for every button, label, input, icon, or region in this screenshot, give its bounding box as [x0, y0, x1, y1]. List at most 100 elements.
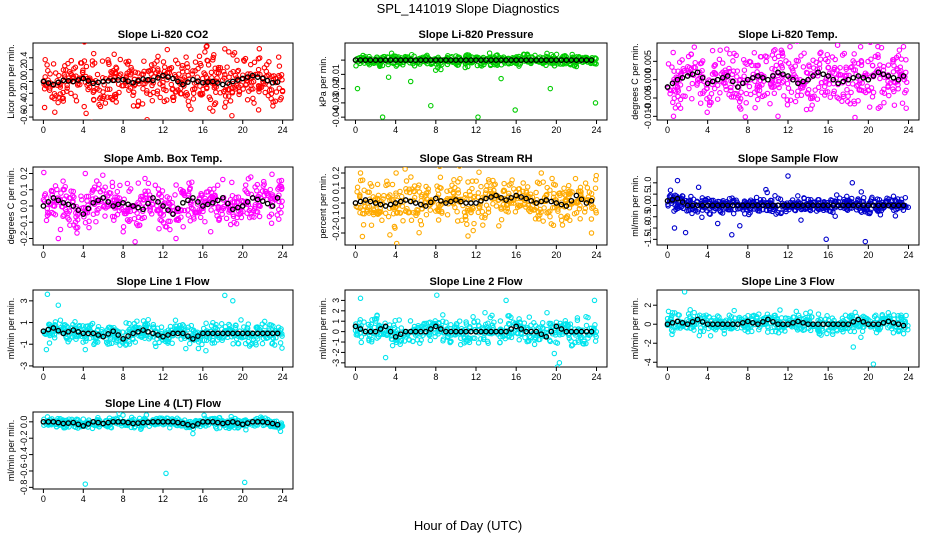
data-point [220, 205, 227, 212]
data-point [503, 202, 510, 209]
data-point [266, 213, 273, 220]
mean-point [274, 79, 281, 85]
data-point [515, 330, 521, 336]
outlier-point [475, 114, 481, 120]
outlier-point [512, 107, 518, 113]
data-point [235, 194, 242, 200]
data-point [586, 189, 593, 195]
mean-point [483, 195, 489, 202]
data-point [241, 324, 247, 330]
data-point [799, 85, 806, 91]
data-point [569, 342, 576, 348]
data-point [435, 201, 442, 208]
data-point [84, 198, 90, 204]
x-tick-label: 0 [41, 250, 46, 260]
y-tick-label: 0.1 [331, 182, 341, 195]
data-point [478, 183, 484, 190]
data-point [807, 309, 814, 315]
mean-point [200, 203, 206, 209]
data-point [792, 207, 799, 214]
data-point [526, 333, 533, 340]
y-tick-label: -0.02 [331, 78, 341, 99]
mean-point [422, 203, 429, 209]
mean-point [40, 78, 47, 85]
data-point [368, 222, 375, 228]
data-point [856, 80, 863, 86]
data-point [475, 340, 482, 346]
data-point [402, 167, 408, 172]
data-point [816, 61, 823, 67]
data-point [456, 318, 463, 324]
mean-point [195, 333, 201, 339]
data-point [60, 98, 67, 104]
data-point [824, 51, 831, 58]
y-tick-label: 0.2 [19, 167, 29, 180]
data-point [276, 178, 282, 184]
data-point [83, 335, 90, 342]
outlier-point [671, 225, 678, 231]
data-point [111, 91, 118, 98]
data-point [377, 63, 383, 70]
data-point [859, 328, 866, 335]
y-tick-label: -0.5 [643, 209, 653, 225]
mean-point [412, 200, 419, 206]
data-point [895, 52, 902, 59]
mean-point [749, 202, 756, 209]
data-point [435, 217, 442, 223]
mean-point [664, 84, 671, 90]
data-point [848, 314, 854, 320]
data-point [667, 187, 674, 193]
data-point [72, 64, 79, 71]
data-point [79, 69, 86, 76]
data-point [190, 68, 196, 74]
data-point [779, 49, 785, 55]
outlier-point [354, 85, 361, 92]
x-tick-label: 12 [158, 125, 168, 135]
data-point [704, 109, 710, 116]
mean-point [437, 197, 444, 204]
data-point [667, 90, 673, 97]
data-point [76, 322, 83, 329]
outlier-point [393, 240, 400, 245]
x-tick-label: 20 [238, 250, 248, 260]
data-point [694, 82, 700, 88]
data-point [259, 340, 266, 347]
mean-point [362, 197, 369, 203]
data-point [775, 81, 781, 88]
data-point [885, 310, 892, 316]
data-point [180, 224, 186, 230]
data-point [192, 85, 198, 92]
outlier-point [737, 223, 743, 229]
mean-point [85, 205, 92, 212]
y-tick-label: 0.005 [643, 50, 653, 73]
data-point [170, 97, 177, 104]
data-point [42, 56, 48, 63]
mean-point [190, 195, 196, 201]
data-point [215, 203, 221, 210]
data-point [157, 81, 163, 87]
data-point [221, 75, 227, 81]
data-point [879, 89, 885, 95]
data-point [106, 340, 113, 347]
data-point [183, 54, 189, 60]
mean-point [224, 80, 231, 86]
data-point [255, 66, 262, 73]
data-point [155, 66, 161, 72]
x-tick-label: 16 [511, 250, 521, 260]
data-point [780, 78, 787, 84]
data-point [898, 196, 905, 202]
mean-point [175, 78, 181, 85]
data-point [102, 184, 108, 190]
data-point [742, 114, 749, 120]
data-point [784, 102, 791, 108]
data-point [687, 307, 693, 313]
data-point [551, 190, 557, 197]
data-point [270, 99, 276, 105]
mean-point [679, 74, 686, 81]
data-point [840, 91, 846, 97]
data-point [227, 323, 233, 329]
data-point [890, 57, 896, 63]
data-point [117, 182, 123, 189]
data-point [709, 47, 716, 54]
data-point [818, 49, 824, 56]
